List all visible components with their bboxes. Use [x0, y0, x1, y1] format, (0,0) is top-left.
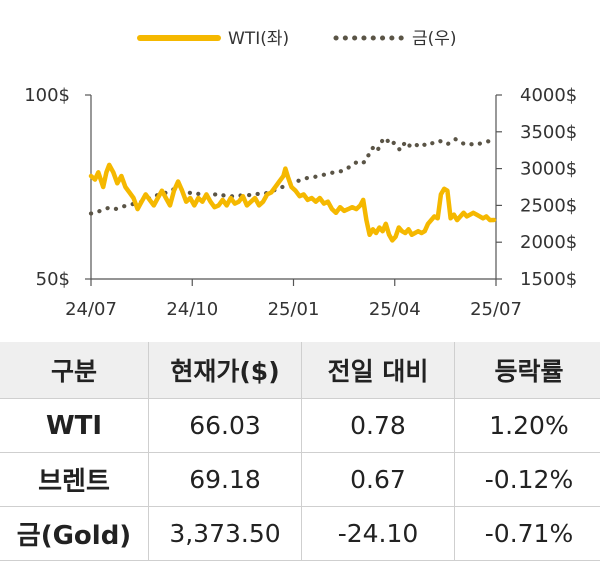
chart-area: WTI(좌) 금(우) 24/07 24/10 25/01 25/04 25/07 100… — [24, 29, 577, 320]
price-table: 구분 현재가($) 전일 대비 등락률 WTI 66.03 0.78 1.20%… — [0, 342, 600, 561]
right-y-tick-label: 2500$ — [520, 195, 577, 216]
gold-change: -24.10 — [301, 506, 455, 561]
right-y-tick-label: 4000$ — [520, 85, 577, 106]
brent-change: 0.67 — [301, 452, 455, 507]
x-tick-label: 25/07 — [470, 299, 522, 320]
right-y-tick-label: 2000$ — [520, 232, 577, 253]
wti-rate: 1.20% — [454, 398, 600, 453]
gold-rate: -0.71% — [454, 506, 600, 561]
row-name-wti: WTI — [0, 398, 149, 453]
legend-wti-label: WTI(좌) — [228, 29, 289, 49]
header-category: 구분 — [0, 342, 149, 399]
wti-change: 0.78 — [301, 398, 455, 453]
left-y-tick-label: 50$ — [36, 269, 70, 290]
row-name-brent: 브렌트 — [0, 452, 149, 507]
header-current-price: 현재가($) — [148, 342, 302, 399]
header-daily-change: 전일 대비 — [301, 342, 455, 399]
row-name-gold: 금(Gold) — [0, 506, 149, 561]
x-tick-label: 25/04 — [369, 299, 421, 320]
brent-price: 69.18 — [148, 452, 302, 507]
brent-rate: -0.12% — [454, 452, 600, 507]
right-y-tick-label: 3500$ — [520, 122, 577, 143]
table-row: 브렌트 69.18 0.67 -0.12% — [0, 452, 600, 507]
wti-price: 66.03 — [148, 398, 302, 453]
gold-price: 3,373.50 — [148, 506, 302, 561]
x-tick-label: 24/07 — [65, 299, 117, 320]
right-y-tick-label: 3000$ — [520, 159, 577, 180]
chart-legend: WTI(좌) 금(우) — [137, 29, 457, 49]
wti-series-line — [88, 162, 497, 243]
dual-axis-line-chart: WTI(좌) 금(우) 24/07 24/10 25/01 25/04 25/07 100… — [24, 29, 577, 320]
legend-gold-label: 금(우) — [412, 29, 457, 49]
left-y-tick-label: 100$ — [24, 85, 70, 106]
table-header-row: 구분 현재가($) 전일 대비 등락률 — [0, 342, 600, 399]
header-change-rate: 등락률 — [454, 342, 600, 399]
x-tick-label: 24/10 — [166, 299, 218, 320]
table-row: 금(Gold) 3,373.50 -24.10 -0.71% — [0, 506, 600, 561]
x-tick-label: 25/01 — [268, 299, 320, 320]
series-layer — [88, 134, 499, 243]
table-row: WTI 66.03 0.78 1.20% — [0, 398, 600, 453]
axis-tick-labels: 24/07 24/10 25/01 25/04 25/07 100$ 50$ 4000$ 350… — [24, 85, 577, 320]
axis-ticks — [85, 94, 502, 286]
right-y-tick-label: 1500$ — [520, 269, 577, 290]
